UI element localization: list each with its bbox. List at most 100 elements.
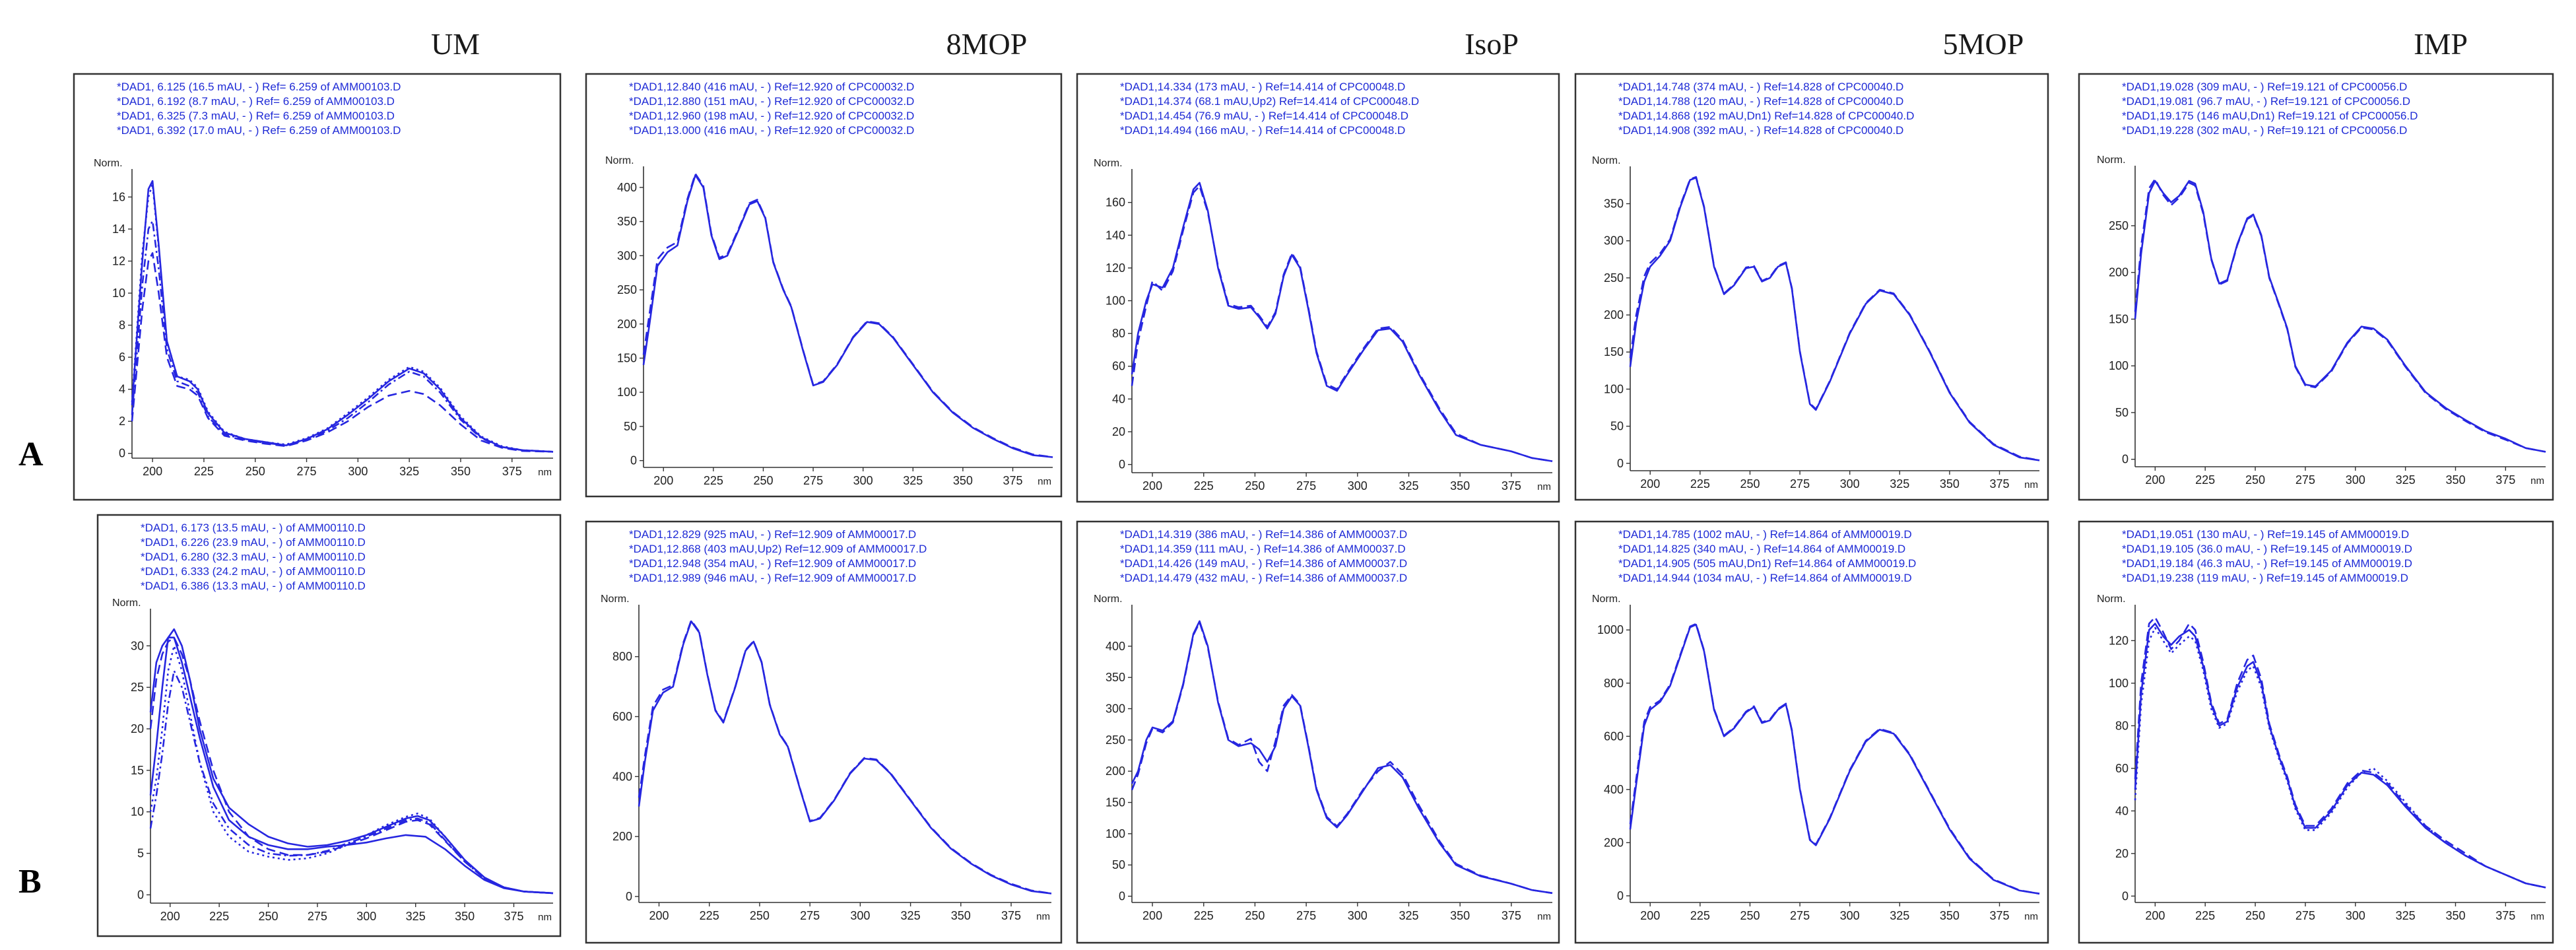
x-tick-label: 225	[1194, 909, 1214, 922]
x-tick-label: 350	[953, 474, 973, 487]
column-title-isop: IsoP	[1465, 27, 1519, 61]
y-tick-label: 400	[617, 181, 637, 194]
y-tick-label: 600	[1604, 729, 1624, 743]
y-tick-label: 0	[119, 447, 125, 460]
legend-entry: *DAD1,14.825 (340 mAU, - ) Ref=14.864 of…	[1618, 543, 1905, 555]
y-tick-label: 200	[1604, 836, 1624, 849]
y-tick-label: 0	[1617, 457, 1624, 470]
y-tick-label: 14	[112, 222, 125, 236]
column-title-imp: IMP	[2414, 27, 2468, 61]
x-tick-label: 275	[1296, 909, 1316, 922]
x-tick-label: 300	[853, 474, 873, 487]
panel-grid: *DAD1, 6.125 (16.5 mAU, - ) Ref= 6.259 o…	[73, 73, 2554, 944]
y-tick-label: 350	[1106, 671, 1125, 684]
y-tick-label: 10	[112, 287, 125, 300]
spectrum-series-line	[149, 669, 554, 895]
spectrum-series-line	[642, 172, 1053, 458]
x-tick-label: 250	[246, 465, 265, 478]
legend-entry: *DAD1,19.081 (96.7 mAU, - ) Ref=19.121 o…	[2122, 95, 2410, 108]
y-tick-label: 30	[131, 639, 144, 652]
y-axis-label: Norm.	[112, 597, 141, 609]
y-tick-label: 250	[617, 283, 637, 296]
y-tick-label: 100	[617, 386, 637, 399]
x-tick-label: 225	[1690, 909, 1710, 922]
x-tick-label: 225	[209, 910, 229, 923]
legend-entry: *DAD1,19.238 (119 mAU, - ) Ref=19.145 of…	[2122, 572, 2408, 584]
spectrum-panel-b-imp: *DAD1,19.051 (130 mAU, - ) Ref=19.145 of…	[2078, 520, 2554, 944]
spectrum-series-line	[2134, 616, 2546, 889]
legend-entry: *DAD1, 6.386 (13.3 mAU, - ) of AMM00110.…	[141, 580, 366, 592]
legend-entry: *DAD1,14.905 (505 mAU,Dn1) Ref=14.864 of…	[1618, 557, 1916, 570]
y-tick-label: 0	[2122, 889, 2129, 902]
y-tick-label: 1000	[1597, 623, 1624, 636]
x-tick-label: 250	[259, 910, 279, 923]
x-axis-unit: nm	[538, 467, 552, 478]
y-tick-label: 0	[626, 890, 632, 903]
x-tick-label: 325	[2396, 473, 2416, 487]
x-tick-label: 325	[1399, 909, 1418, 922]
y-axis-label: Norm.	[601, 594, 630, 605]
spectrum-panel-b-8mop: *DAD1,12.829 (925 mAU, - ) Ref=12.909 of…	[585, 520, 1063, 944]
legend-entry: *DAD1,14.426 (149 mAU, - ) Ref=14.386 of…	[1120, 557, 1407, 570]
legend-entry: *DAD1, 6.325 (7.3 mAU, - ) Ref= 6.259 of…	[117, 110, 395, 122]
y-tick-label: 200	[1106, 764, 1125, 778]
y-tick-label: 300	[1106, 702, 1125, 715]
y-tick-label: 16	[112, 190, 125, 203]
x-axis-unit: nm	[2530, 911, 2544, 922]
y-tick-label: 40	[1112, 392, 1125, 405]
spectrum-series-line	[1629, 623, 2040, 895]
legend-entry: *DAD1,19.184 (46.3 mAU, - ) Ref=19.145 o…	[2122, 557, 2412, 570]
y-tick-label: 160	[1106, 196, 1125, 209]
x-tick-label: 200	[1640, 909, 1660, 922]
y-tick-label: 10	[131, 805, 144, 819]
legend-entry: *DAD1,14.374 (68.1 mAU,Up2) Ref=14.414 o…	[1120, 95, 1419, 108]
legend-entry: *DAD1,14.479 (432 mAU, - ) Ref=14.386 of…	[1120, 572, 1407, 584]
x-tick-label: 325	[2396, 909, 2416, 922]
x-tick-label: 300	[1348, 909, 1368, 922]
row-label-a: A	[18, 436, 44, 473]
x-tick-label: 300	[1840, 909, 1860, 922]
column-title-5mop: 5MOP	[1943, 27, 2024, 61]
x-tick-label: 200	[1640, 477, 1660, 491]
legend-entry: *DAD1,19.028 (309 mAU, - ) Ref=19.121 of…	[2122, 81, 2407, 93]
x-tick-label: 250	[1245, 479, 1265, 492]
y-tick-label: 0	[630, 454, 637, 467]
x-tick-label: 350	[951, 909, 971, 922]
x-tick-label: 375	[1003, 474, 1022, 487]
y-tick-label: 600	[612, 710, 632, 723]
legend-entry: *DAD1,12.829 (925 mAU, - ) Ref=12.909 of…	[629, 528, 916, 541]
x-tick-label: 225	[704, 474, 723, 487]
legend-entry: *DAD1, 6.392 (17.0 mAU, - ) Ref= 6.259 o…	[117, 124, 401, 137]
spectrum-series-line	[1131, 620, 1553, 895]
x-tick-label: 325	[1399, 479, 1418, 492]
y-tick-label: 12	[112, 254, 125, 267]
panel-frame	[1574, 520, 2049, 944]
x-tick-label: 225	[700, 909, 719, 922]
y-tick-label: 350	[617, 215, 637, 228]
panel-frame	[1574, 73, 2049, 501]
x-tick-label: 325	[406, 910, 426, 923]
y-tick-label: 20	[131, 722, 144, 735]
spectrum-series-line	[2134, 178, 2546, 453]
panel-frame	[73, 73, 562, 501]
x-tick-label: 250	[2245, 473, 2265, 487]
y-tick-label: 400	[1604, 783, 1624, 796]
y-axis-label: Norm.	[2097, 594, 2126, 605]
legend-entry: *DAD1,14.788 (120 mAU, - ) Ref=14.828 of…	[1618, 95, 1903, 108]
y-tick-label: 250	[1604, 271, 1624, 285]
y-tick-label: 140	[1106, 228, 1125, 242]
y-tick-label: 200	[617, 318, 637, 331]
y-axis-label: Norm.	[1094, 594, 1123, 605]
x-axis-unit: nm	[1036, 911, 1050, 922]
x-tick-label: 375	[1502, 479, 1521, 492]
x-tick-label: 250	[750, 909, 770, 922]
y-tick-label: 800	[1604, 677, 1624, 690]
spectrum-panel-a-5mop: *DAD1,14.748 (374 mAU, - ) Ref=14.828 of…	[1574, 73, 2049, 501]
x-tick-label: 325	[903, 474, 923, 487]
legend-entry: *DAD1,19.228 (302 mAU, - ) Ref=19.121 of…	[2122, 124, 2407, 137]
legend-entry: *DAD1,14.334 (173 mAU, - ) Ref=14.414 of…	[1120, 81, 1405, 93]
x-tick-label: 275	[1296, 479, 1316, 492]
x-tick-label: 325	[901, 909, 921, 922]
y-tick-label: 200	[1604, 308, 1624, 322]
x-axis-unit: nm	[1038, 476, 1051, 487]
